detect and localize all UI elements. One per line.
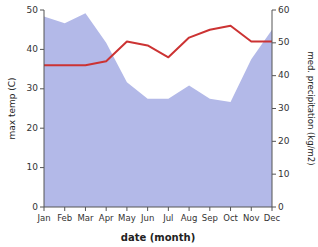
x-tick-label: Apr: [99, 213, 114, 223]
y2-tick-label: 50: [278, 37, 290, 47]
y2-axis-label: med. precipitation (kg/m2): [306, 51, 316, 165]
x-tick-label: Aug: [181, 213, 198, 223]
x-tick-label: Oct: [223, 213, 238, 223]
x-tick: [85, 207, 86, 211]
x-tick-label: Jul: [162, 213, 173, 223]
x-tick-label: Mar: [77, 213, 94, 223]
y2-tick-label: 40: [278, 70, 290, 80]
y-tick: [40, 207, 44, 208]
y-tick-label: 20: [27, 123, 39, 133]
y-tick: [40, 10, 44, 11]
x-tick-label: Feb: [57, 213, 72, 223]
y2-tick-label: 0: [278, 202, 284, 212]
x-tick-label: Jun: [140, 213, 154, 223]
x-tick-label: Nov: [243, 213, 260, 223]
x-tick: [147, 207, 148, 211]
chart-container: 0 10 20 30 40 50 0 10 20 30 40 50 60 Jan Feb Mar Apr May J…: [0, 0, 318, 247]
y2-tick-label: 20: [278, 136, 290, 146]
precip-area: [44, 13, 272, 207]
y-tick-label: 10: [27, 162, 39, 172]
x-axis-label: date (month): [121, 232, 195, 243]
y-tick: [40, 49, 44, 50]
y-tick-label: 40: [27, 44, 39, 54]
y2-tick-label: 60: [278, 5, 290, 15]
chart: 0 10 20 30 40 50 0 10 20 30 40 50 60 Jan Feb Mar Apr May J…: [0, 0, 318, 247]
y-axis-line: [44, 10, 45, 207]
y2-tick: [272, 174, 276, 175]
y-axis-label: max temp (C): [7, 77, 17, 139]
y2-tick: [272, 42, 276, 43]
y2-tick: [272, 108, 276, 109]
y2-tick: [272, 10, 276, 11]
x-tick: [168, 207, 169, 211]
x-tick: [106, 207, 107, 211]
x-tick: [64, 207, 65, 211]
marks: [44, 13, 272, 207]
x-tick-label: May: [118, 213, 136, 223]
y2-tick: [272, 75, 276, 76]
y-tick: [40, 88, 44, 89]
x-tick: [230, 207, 231, 211]
x-tick: [272, 207, 273, 211]
x-tick: [251, 207, 252, 211]
x-axis-line: [44, 207, 272, 208]
x-tick: [44, 207, 45, 211]
y2-tick: [272, 141, 276, 142]
y-tick-label: 0: [32, 202, 38, 212]
x-tick: [209, 207, 210, 211]
y-tick-label: 50: [27, 5, 39, 15]
x-tick-label: Jan: [36, 213, 50, 223]
y-tick-label: 30: [27, 83, 39, 93]
x-tick-label: Dec: [264, 213, 281, 223]
x-tick-label: Sep: [202, 213, 218, 223]
y2-tick: [272, 207, 276, 208]
y-tick: [40, 167, 44, 168]
x-tick: [126, 207, 127, 211]
x-tick: [189, 207, 190, 211]
y2-tick-label: 30: [278, 103, 290, 113]
y2-tick-label: 10: [278, 169, 290, 179]
y-tick: [40, 128, 44, 129]
temp-line: [44, 26, 272, 65]
